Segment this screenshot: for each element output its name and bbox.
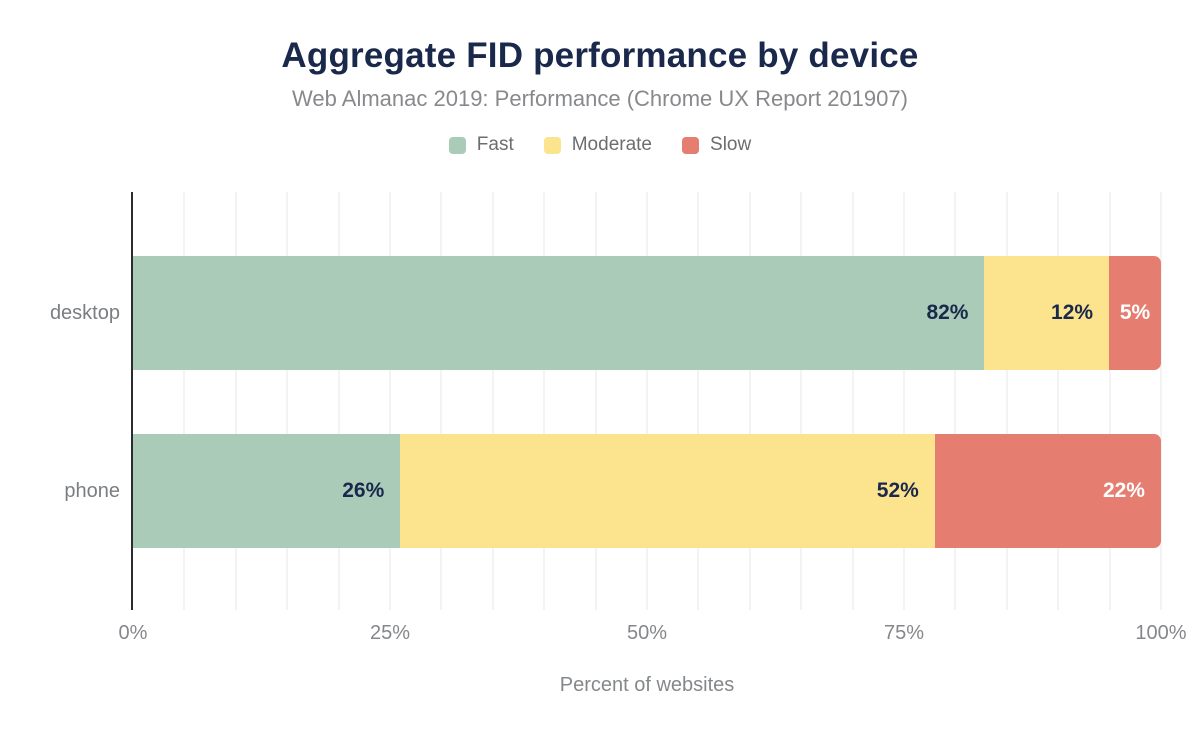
x-tick-25: 25% <box>369 622 411 644</box>
bar-label-desktop-slow: 5% <box>1119 301 1151 324</box>
legend-swatch-moderate <box>543 136 561 154</box>
gridline-10 <box>234 192 237 610</box>
legend-item-moderate: Moderate <box>543 134 653 156</box>
bar-segment-phone-slow: 22% <box>934 434 1161 548</box>
legend-item-slow: Slow <box>682 134 751 156</box>
plot-area: Percent of websites 82% 12% 5% desktop 26% 52… <box>50 192 1187 696</box>
bar-label-desktop-moderate: 12% <box>1051 301 1094 324</box>
gridline-75 <box>903 192 905 610</box>
x-tick-0: 0% <box>118 622 148 644</box>
legend-label: Moderate <box>571 134 653 155</box>
gridline-100 <box>1160 192 1162 610</box>
category-label-phone: phone <box>64 479 120 502</box>
gridline-25 <box>389 192 391 610</box>
gridline-50 <box>646 192 648 610</box>
legend-item-fast: Fast <box>448 134 514 156</box>
gridline-5 <box>183 192 186 610</box>
y-axis-line <box>131 192 133 610</box>
gridline-15 <box>286 192 289 610</box>
gridline-95 <box>1108 192 1111 610</box>
bar-label-desktop-fast: 82% <box>926 301 969 324</box>
x-axis-title: Percent of websites <box>559 674 735 696</box>
gridline-90 <box>1057 192 1060 610</box>
gridline-65 <box>800 192 803 610</box>
legend-label: Fast <box>476 134 514 155</box>
bar-segment-desktop-moderate: 12% <box>984 256 1110 370</box>
bar-segment-desktop-fast: 82% <box>133 256 985 370</box>
gridline-40 <box>543 192 546 610</box>
legend-swatch-slow <box>682 136 700 154</box>
x-tick-100: 100% <box>1135 622 1187 644</box>
gridline-85 <box>1005 192 1008 610</box>
gridline-35 <box>491 192 494 610</box>
bar-segment-phone-fast: 26% <box>133 434 401 548</box>
bar-label-phone-fast: 26% <box>342 479 385 502</box>
bar-segment-desktop-slow: 5% <box>1109 256 1161 370</box>
bar-row-desktop: 82% 12% 5% <box>133 256 1161 370</box>
legend: Fast Moderate Slow <box>0 134 1200 156</box>
bar-label-phone-moderate: 52% <box>876 479 919 502</box>
gridline-30 <box>440 192 443 610</box>
x-tick-75: 75% <box>883 622 925 644</box>
bar-segment-phone-moderate: 52% <box>400 434 935 548</box>
bar-row-phone: 26% 52% 22% <box>133 434 1161 548</box>
chart-subtitle: Web Almanac 2019: Performance (Chrome UX… <box>292 86 908 111</box>
category-label-desktop: desktop <box>49 301 120 324</box>
gridline-55 <box>697 192 700 610</box>
gridline-45 <box>594 192 597 610</box>
legend-swatch-fast <box>448 136 466 154</box>
legend-label: Slow <box>710 134 752 155</box>
gridline-20 <box>337 192 340 610</box>
chart-title: Aggregate FID performance by device <box>281 36 919 75</box>
bar-label-phone-slow: 22% <box>1102 479 1145 502</box>
gridline-80 <box>954 192 957 610</box>
x-tick-50: 50% <box>626 622 668 644</box>
gridline-60 <box>748 192 751 610</box>
gridline-70 <box>851 192 854 610</box>
